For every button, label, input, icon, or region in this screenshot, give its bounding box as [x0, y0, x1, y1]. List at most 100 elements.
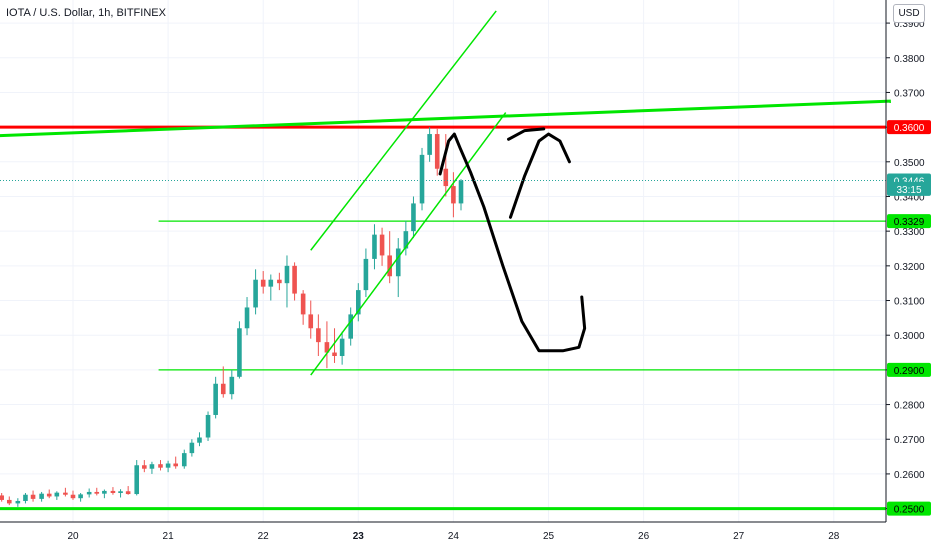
candle-body: [30, 494, 36, 499]
candle-body: [324, 342, 330, 353]
time-tick-label: 21: [163, 531, 175, 542]
candle-body: [197, 437, 202, 443]
candle-down: [300, 290, 306, 325]
candle-body: [434, 134, 440, 169]
currency-button[interactable]: USD: [893, 4, 925, 23]
candle-body: [173, 463, 179, 467]
channel-lower[interactable]: [310, 112, 507, 376]
time-tick-label: 25: [543, 531, 555, 542]
candle-body: [268, 279, 274, 287]
candle-up: [149, 461, 155, 474]
candle-down: [324, 321, 330, 369]
hand-drawn-arrow-up[interactable]: [438, 132, 587, 353]
candle-up: [165, 460, 171, 473]
candle-up: [339, 331, 345, 365]
candle-up: [356, 283, 361, 322]
candle-body: [94, 491, 100, 494]
price-tick-label: 0.3400: [894, 192, 925, 203]
price-label-bg: [887, 501, 931, 516]
candle-body: [86, 491, 92, 495]
rising-trendline[interactable]: [0, 99, 891, 138]
candle-up: [458, 179, 464, 211]
candle-down: [379, 227, 385, 266]
hand-drawn-peak-tick[interactable]: [507, 127, 546, 141]
candle-up: [363, 248, 369, 298]
candle-body: [372, 234, 377, 259]
candle-body: [443, 168, 449, 187]
candle-body: [403, 231, 409, 249]
price-label-bg: [887, 362, 931, 377]
time-tick-label: 27: [733, 531, 745, 542]
price-tick-label: 0.2800: [894, 401, 925, 412]
trendlines[interactable]: [0, 10, 891, 376]
candle-up: [419, 147, 425, 211]
candle-down: [443, 134, 449, 197]
candle-body: [332, 352, 337, 357]
candle-body: [419, 154, 425, 204]
candle-body: [387, 255, 392, 277]
candle-body: [149, 464, 155, 469]
candle-body: [411, 203, 416, 232]
hand-drawn-annotations[interactable]: [438, 127, 587, 353]
price-tick-label: 0.3900: [894, 19, 925, 30]
candle-down: [142, 460, 147, 473]
chart-grid: [0, 0, 886, 522]
candle-body: [300, 293, 306, 315]
candle-body: [284, 265, 290, 284]
candle-up: [411, 196, 416, 239]
candle-down: [6, 496, 12, 506]
chart-title: IOTA / U.S. Dollar, 1h, BITFINEX: [6, 7, 166, 19]
time-tick-label: 22: [258, 531, 270, 542]
candle-down: [94, 487, 100, 496]
candle-up: [197, 432, 202, 447]
candle-body: [23, 494, 28, 501]
candle-body: [15, 500, 21, 504]
candle-body: [316, 328, 321, 343]
price-label-text: 0.2900: [894, 366, 925, 377]
candle-down: [158, 460, 163, 471]
candle-body: [63, 492, 68, 495]
candle-body: [348, 314, 353, 339]
price-tick-label: 0.3700: [894, 88, 925, 99]
hand-drawn-arrow-down[interactable]: [508, 132, 571, 219]
price-label-bg: [887, 214, 931, 229]
candle-body: [134, 465, 140, 495]
candle-up: [253, 269, 258, 315]
price-label: 0.2500: [887, 501, 931, 516]
candle-body: [379, 234, 385, 256]
candle-down: [125, 486, 131, 495]
price-label: 33:15: [887, 181, 931, 196]
price-label-text: 0.3600: [894, 123, 925, 134]
candle-body: [165, 463, 171, 468]
candle-down: [173, 456, 179, 469]
time-tick-label: 28: [828, 531, 840, 542]
candle-body: [292, 265, 297, 294]
candle-body: [229, 376, 235, 395]
candle-body: [181, 453, 187, 467]
price-label: 0.3600: [887, 120, 931, 135]
candle-up: [213, 376, 218, 419]
candle-body: [0, 495, 4, 500]
price-and-time-axes: 0.2500 0.2600 0.2700 0.2800 0.2900 0.3000 0.31…: [0, 0, 925, 542]
horizontal-levels[interactable]: [0, 125, 886, 511]
candle-down: [434, 128, 440, 176]
price-label-text: 0.2500: [894, 505, 925, 516]
candlesticks: [0, 127, 464, 507]
candle-down: [332, 328, 337, 363]
candle-body: [237, 328, 242, 377]
candle-up: [284, 255, 290, 308]
candle-body: [451, 186, 456, 204]
candle-up: [134, 460, 140, 496]
channel-upper[interactable]: [310, 10, 497, 251]
candle-up: [86, 488, 92, 498]
candle-body: [205, 414, 211, 438]
candle-up: [403, 220, 409, 256]
candle-up: [427, 127, 432, 162]
candle-up: [348, 307, 353, 346]
candle-down: [30, 490, 36, 502]
candle-up: [395, 238, 401, 298]
price-label-bg: [887, 181, 931, 196]
price-label: 0.3329: [887, 214, 931, 229]
